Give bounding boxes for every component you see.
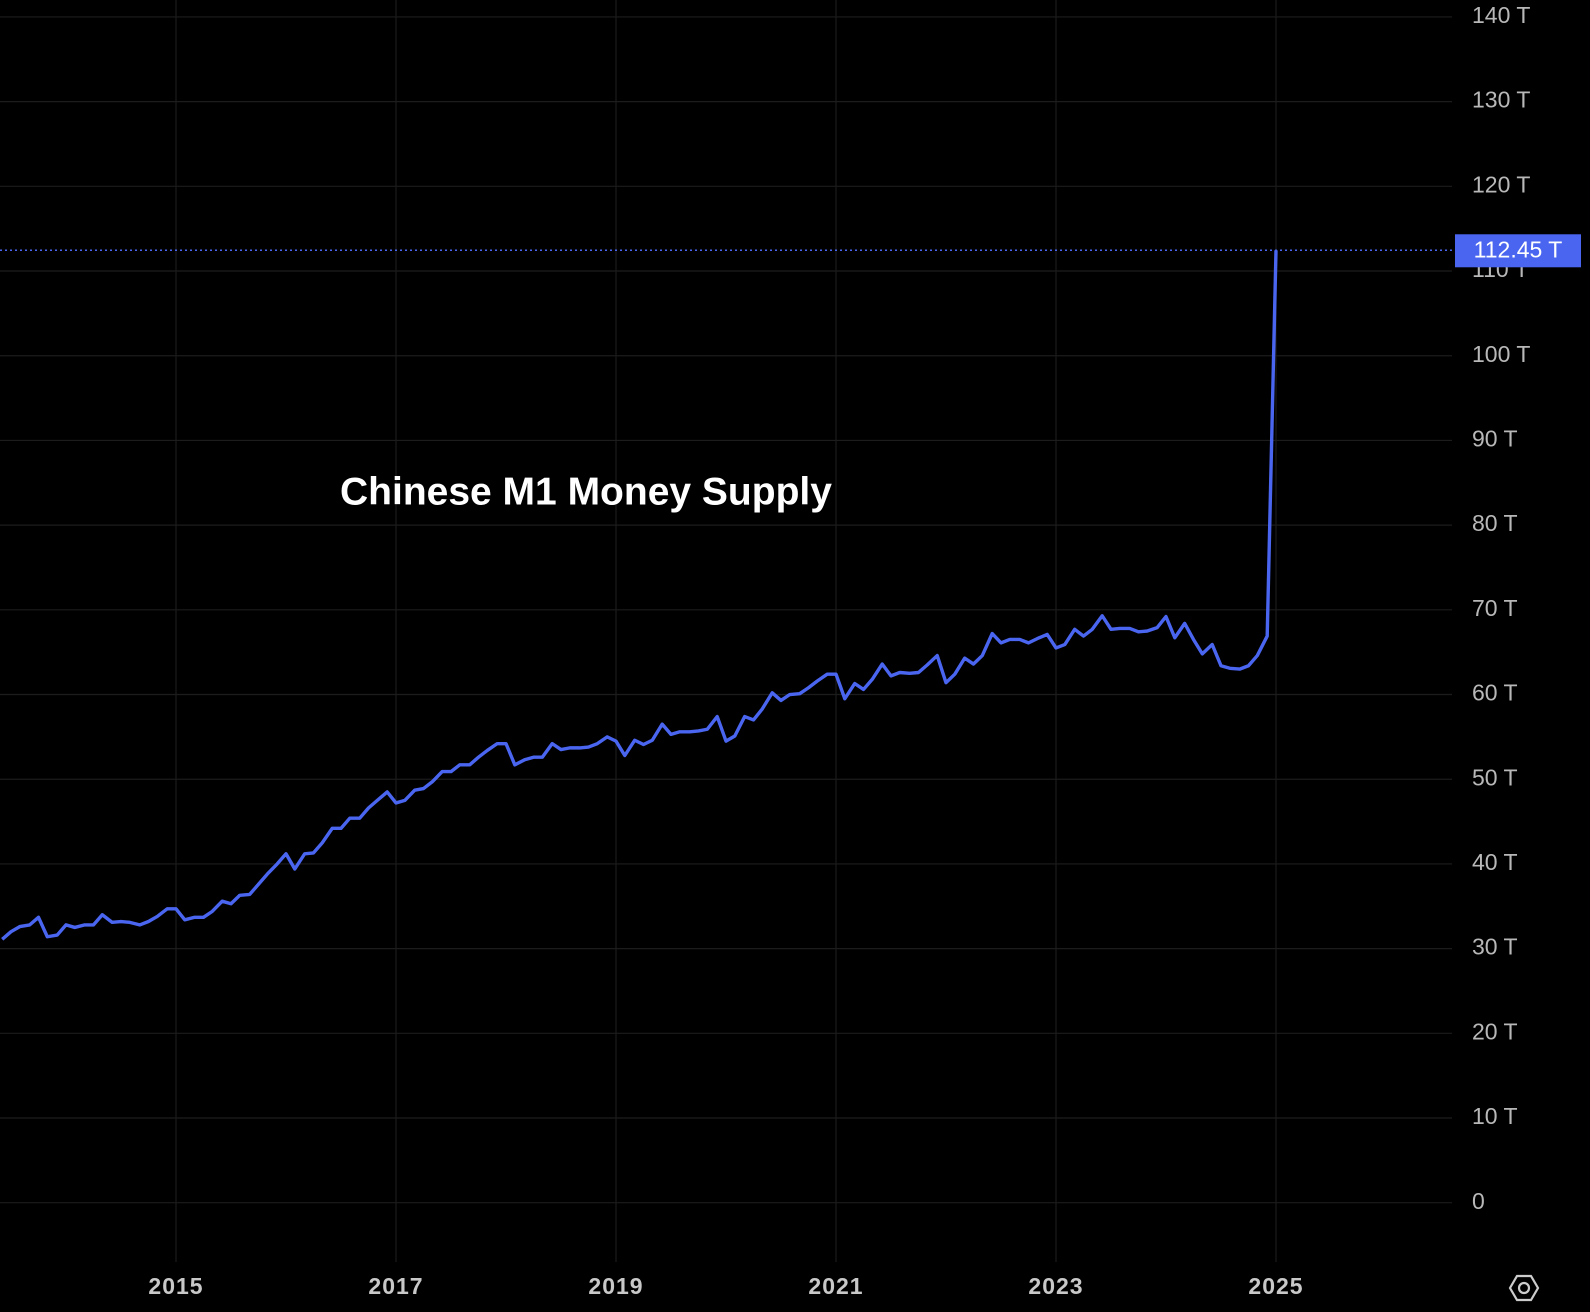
settings-icon[interactable] — [1508, 1274, 1540, 1302]
chart-title: Chinese M1 Money Supply — [340, 470, 832, 513]
y-tick-label: 0 — [1472, 1188, 1485, 1214]
y-tick-label: 100 T — [1472, 341, 1530, 367]
icon-circle — [1517, 1281, 1531, 1295]
x-tick-label: 2025 — [1248, 1273, 1303, 1299]
x-tick-label: 2015 — [148, 1273, 203, 1299]
last-value-label: 112.45 T — [1474, 236, 1563, 262]
x-tick-label: 2017 — [368, 1273, 423, 1299]
y-tick-label: 90 T — [1472, 426, 1518, 452]
icon-hexagon — [1508, 1274, 1540, 1302]
plot — [0, 249, 1452, 941]
y-tick-label: 10 T — [1472, 1103, 1518, 1129]
y-tick-label: 130 T — [1472, 87, 1530, 113]
y-tick-label: 80 T — [1472, 510, 1518, 536]
x-tick-label: 2021 — [808, 1273, 863, 1299]
y-tick-label: 140 T — [1472, 2, 1530, 28]
last-value-badge — [1455, 234, 1581, 268]
y-tick-label: 60 T — [1472, 680, 1518, 706]
y-tick-label: 20 T — [1472, 1018, 1518, 1044]
y-tick-label: 70 T — [1472, 595, 1518, 621]
x-tick-label: 2019 — [588, 1273, 643, 1299]
x-tick-label: 2023 — [1028, 1273, 1083, 1299]
grid — [0, 0, 1452, 1262]
y-tick-label: 40 T — [1472, 849, 1518, 875]
data-line — [1, 250, 1278, 941]
y-tick-label: 30 T — [1472, 934, 1518, 960]
y-tick-label: 120 T — [1472, 171, 1530, 197]
y-tick-label: 50 T — [1472, 764, 1518, 790]
